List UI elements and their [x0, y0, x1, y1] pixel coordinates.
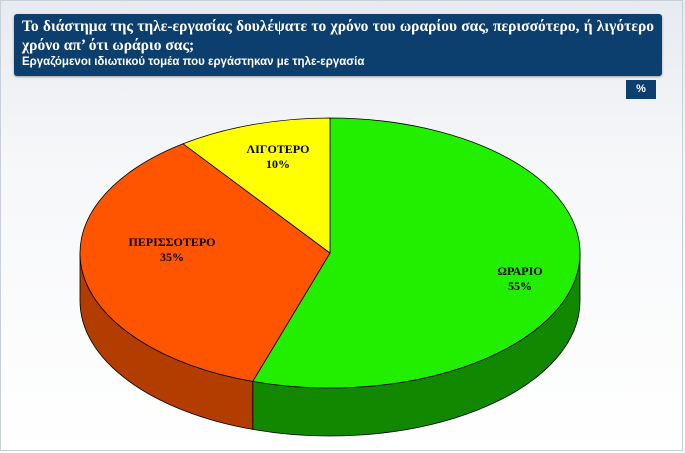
page-subtitle: Εργαζόμενοι ιδιωτικού τομέα που εργάστηκ… — [22, 56, 365, 68]
page-title: Το διάστημα της τηλε-εργασίας δουλέψατε … — [22, 18, 654, 54]
pie-tops — [79, 117, 581, 389]
slice-label-1: ΠΕΡΙΣΣΟΤΕΡΟ — [128, 235, 215, 249]
slice-label-0: ΩΡΑΡΙΟ — [497, 264, 542, 278]
slice-value-0: 55% — [508, 279, 532, 293]
slice-label-2: ΛΙΓΟΤΕΡΟ — [247, 142, 310, 156]
pie-slice-2 — [182, 117, 331, 254]
slice-value-2: 10% — [266, 157, 290, 171]
pie-slice-1 — [79, 143, 331, 382]
pie-slice-0 — [252, 117, 581, 389]
header-banner: Το διάστημα της τηλε-εργασίας δουλέψατε … — [14, 14, 662, 76]
slice-value-1: 35% — [160, 250, 184, 264]
unit-badge: % — [626, 80, 656, 99]
